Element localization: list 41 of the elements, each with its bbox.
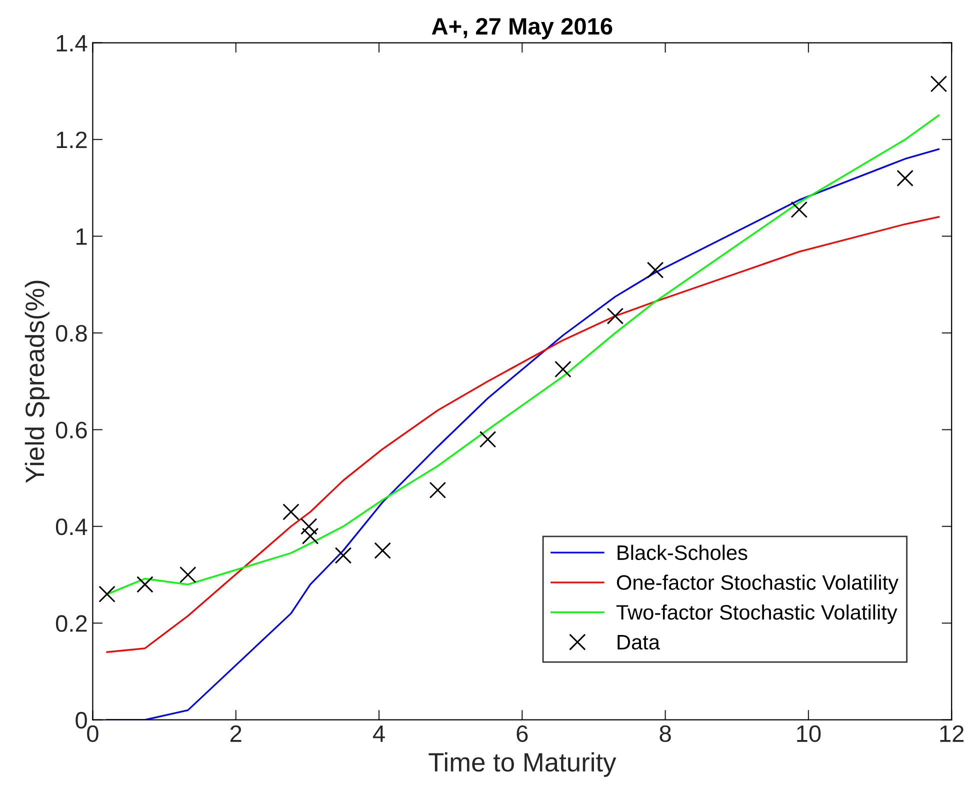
y-tick-label: 1.2 [56, 132, 87, 148]
point [98, 586, 116, 603]
x-tick-label: 4 [372, 726, 385, 742]
legend-label: Two-factor Stochastic Volatility [616, 604, 898, 624]
chart-title: A+, 27 May 2016 [432, 18, 612, 40]
x-axis-title: Time to Maturity [428, 752, 616, 777]
point [930, 75, 948, 92]
x-tick-label: 12 [940, 725, 964, 742]
point [374, 542, 391, 559]
x-tick-label: 0 [87, 725, 98, 742]
x-tick-label: 10 [797, 725, 821, 742]
y-tick-label: 0.4 [56, 518, 88, 536]
x-tick-label: 8 [660, 725, 671, 742]
point [554, 360, 572, 378]
y-tick-label: 0.2 [56, 615, 87, 632]
point [180, 566, 196, 584]
line-series [106, 216, 940, 653]
point [334, 547, 352, 564]
y-tick-label: 1 [76, 228, 87, 245]
legend-label: Black-Scholes [618, 544, 748, 560]
y-tick-label: 0 [76, 712, 87, 729]
point [136, 576, 154, 593]
point [479, 430, 496, 448]
x-tick-label: 6 [516, 725, 528, 742]
line-series [106, 114, 940, 595]
point [429, 482, 446, 499]
legend-label: One-factor Stochastic Volatility [616, 574, 898, 594]
y-axis-title: Yield Spreads(%) [24, 280, 50, 483]
y-tick-label: 1.4 [56, 35, 88, 52]
point [790, 201, 808, 218]
x-tick-label: 2 [230, 725, 242, 742]
point [302, 528, 319, 544]
y-tick-label: 0.6 [56, 422, 87, 438]
point [646, 262, 664, 278]
point [282, 503, 300, 520]
y-tick-label: 0.8 [56, 325, 87, 342]
point [300, 518, 318, 535]
point [606, 308, 624, 324]
point [896, 170, 914, 187]
line-series [106, 148, 940, 720]
legend-label: Data [618, 635, 660, 650]
